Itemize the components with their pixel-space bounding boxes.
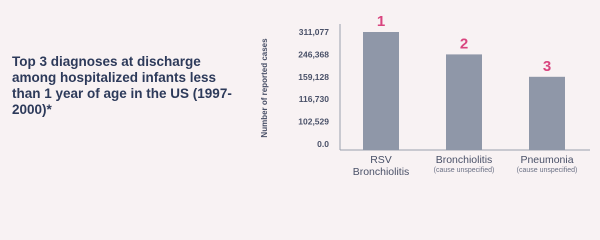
x-tick-label: RSV Bronchiolitis (346, 154, 416, 178)
y-tick-label: 0.0 (317, 139, 329, 149)
chart: Number of reported cases 0.0 102,529 116,7… (260, 13, 590, 151)
y-tick-label: 246,368 (298, 49, 329, 59)
category-name: RSV Bronchiolitis (352, 154, 410, 178)
y-tick-label: 102,529 (298, 117, 329, 127)
y-axis-label: Number of reported cases (260, 38, 269, 138)
title: Top 3 diagnoses at discharge among hospi… (12, 54, 232, 117)
y-tick-label: 159,128 (298, 72, 329, 82)
y-tick-label: 116,730 (299, 94, 330, 104)
bar (529, 76, 565, 150)
bar (363, 32, 399, 150)
y-tick-label: 311,077 (299, 27, 330, 37)
category-name: Bronchiolitis (435, 154, 493, 166)
category-name: Pneumonia (520, 154, 574, 166)
page: Top 3 diagnoses at discharge among hospi… (12, 13, 590, 178)
x-tick-label: Pneumonia (cause unspecified) (507, 154, 587, 175)
x-tick-label: Bronchiolitis (cause unspecified) (424, 154, 504, 175)
rank-label: 1 (377, 13, 385, 30)
category-note: (cause unspecified) (433, 167, 495, 174)
bar (446, 54, 482, 150)
rank-label: 3 (543, 58, 551, 75)
category-note: (cause unspecified) (516, 167, 578, 174)
rank-label: 2 (460, 35, 468, 52)
